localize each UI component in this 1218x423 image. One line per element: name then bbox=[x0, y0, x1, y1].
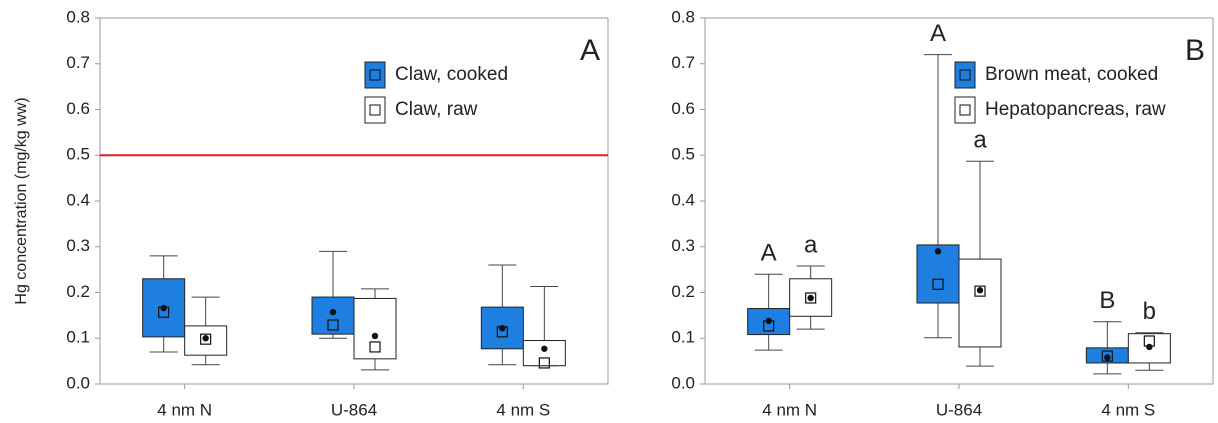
x-tick-label: U-864 bbox=[331, 400, 377, 419]
mean-marker bbox=[329, 308, 337, 316]
median-marker bbox=[932, 278, 944, 290]
group-label: A bbox=[930, 20, 946, 47]
legend-swatch bbox=[954, 96, 976, 124]
box bbox=[311, 296, 355, 335]
x-tick-label: U-864 bbox=[936, 400, 982, 419]
y-tick-label: 0.2 bbox=[671, 282, 695, 301]
mean-marker bbox=[371, 332, 379, 340]
median-marker bbox=[538, 357, 550, 369]
median-marker bbox=[369, 341, 381, 353]
y-tick-label: 0.2 bbox=[66, 282, 90, 301]
legend-median bbox=[959, 69, 971, 81]
median-marker bbox=[200, 333, 212, 345]
y-tick-label: 0.0 bbox=[66, 373, 90, 392]
legend-swatch bbox=[364, 96, 386, 124]
mean-marker bbox=[1146, 343, 1153, 351]
legend-median bbox=[959, 104, 971, 116]
mean-marker bbox=[976, 287, 984, 294]
y-tick-label: 0.5 bbox=[671, 145, 695, 164]
legend-median bbox=[369, 69, 381, 81]
legend-median bbox=[369, 104, 381, 116]
x-tick-label: 4 nm S bbox=[496, 400, 550, 419]
mean-marker bbox=[807, 294, 814, 302]
box bbox=[522, 340, 566, 367]
group-label: a bbox=[973, 127, 987, 154]
legend-swatch bbox=[954, 61, 976, 89]
mean-marker bbox=[1104, 354, 1111, 361]
y-tick-label: 0.3 bbox=[671, 236, 695, 255]
x-tick-label: 4 nm N bbox=[762, 400, 817, 419]
y-tick-label: 0.1 bbox=[66, 328, 90, 347]
mean-marker bbox=[499, 324, 506, 332]
y-tick-label: 0.0 bbox=[671, 373, 695, 392]
median-marker bbox=[1101, 350, 1113, 362]
y-tick-label: 0.7 bbox=[671, 53, 695, 72]
median-marker bbox=[974, 285, 986, 297]
legend-label: Brown meat, cooked bbox=[985, 64, 1158, 85]
y-tick-label: 0.1 bbox=[671, 328, 695, 347]
y-axis-label: Hg concentration (mg/kg ww) bbox=[13, 97, 30, 304]
mean-marker bbox=[202, 335, 209, 342]
mean-marker bbox=[934, 248, 942, 255]
panel-label: B bbox=[1185, 34, 1205, 67]
box bbox=[353, 297, 397, 360]
panel-label: A bbox=[580, 34, 600, 67]
legend-label: Claw, cooked bbox=[395, 64, 508, 85]
group-label: A bbox=[761, 240, 777, 267]
mean-marker bbox=[765, 317, 772, 325]
y-tick-label: 0.6 bbox=[671, 99, 695, 118]
group-label: a bbox=[804, 231, 818, 258]
y-tick-label: 0.7 bbox=[66, 53, 90, 72]
x-tick-label: 4 nm S bbox=[1101, 400, 1155, 419]
y-tick-label: 0.8 bbox=[671, 7, 695, 26]
legend-label: Claw, raw bbox=[395, 99, 478, 120]
y-tick-label: 0.3 bbox=[66, 236, 90, 255]
y-tick-label: 0.4 bbox=[66, 190, 90, 209]
x-tick-label: 4 nm N bbox=[157, 400, 212, 419]
legend-label: Hepatopancreas, raw bbox=[985, 99, 1166, 120]
y-tick-label: 0.8 bbox=[66, 7, 90, 26]
group-label: b bbox=[1143, 298, 1156, 325]
median-marker bbox=[327, 319, 339, 331]
y-tick-label: 0.6 bbox=[66, 99, 90, 118]
y-tick-label: 0.4 bbox=[671, 190, 695, 209]
median-marker bbox=[805, 292, 817, 304]
y-tick-label: 0.5 bbox=[66, 145, 90, 164]
mean-marker bbox=[160, 304, 167, 312]
mean-marker bbox=[541, 345, 548, 352]
legend-swatch bbox=[364, 61, 386, 89]
box bbox=[958, 258, 1002, 348]
box bbox=[916, 244, 960, 304]
group-label: B bbox=[1099, 287, 1115, 314]
